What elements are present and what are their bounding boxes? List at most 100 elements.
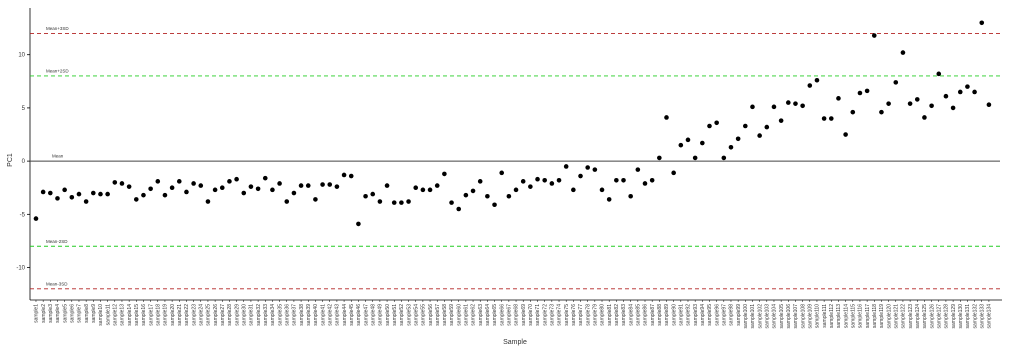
x-tick-label: sample44	[342, 304, 348, 326]
reference-label: Mean+2SD	[46, 68, 69, 73]
point	[592, 167, 598, 172]
x-tick-label: sample104	[772, 304, 778, 329]
x-tick-label: sample66	[499, 304, 505, 326]
point	[664, 115, 669, 120]
x-tick-label: sample74	[557, 304, 563, 326]
x-tick-label: sample59	[449, 304, 455, 326]
point	[391, 200, 397, 205]
point	[721, 155, 727, 161]
point	[520, 179, 526, 184]
point	[836, 96, 841, 101]
point	[757, 133, 762, 138]
x-tick-label: sample109	[807, 304, 813, 329]
x-tick-label: sample78	[585, 304, 591, 326]
point	[635, 167, 641, 172]
x-tick-label: sample126	[929, 304, 935, 329]
x-tick-label: sample39	[306, 304, 312, 326]
x-tick-label: sample67	[507, 304, 513, 326]
point	[972, 89, 977, 95]
point	[356, 221, 361, 227]
point	[671, 170, 676, 176]
point	[657, 155, 662, 161]
point	[33, 216, 39, 221]
x-tick-label: sample45	[349, 304, 355, 326]
reference-label: Mean+3SD	[46, 26, 69, 31]
point	[470, 188, 476, 194]
point	[542, 177, 547, 183]
x-tick-label: sample52	[399, 304, 405, 326]
x-tick-label: sample31	[249, 304, 255, 326]
point	[700, 140, 705, 146]
x-tick-label: sample106	[786, 304, 792, 329]
x-tick-label: sample65	[492, 304, 498, 326]
x-tick-label: sample53	[406, 304, 412, 326]
point	[148, 186, 153, 192]
x-tick-label: sample86	[643, 304, 649, 326]
y-tick-label: -10	[16, 266, 25, 272]
x-tick-label: sample60	[456, 304, 462, 326]
x-tick-label: sample120	[886, 304, 892, 329]
point	[76, 191, 82, 197]
x-tick-label: sample13	[120, 304, 126, 326]
point	[105, 191, 110, 197]
point	[549, 181, 555, 186]
point	[678, 142, 684, 148]
point	[535, 176, 540, 182]
x-tick-label: sample131	[965, 304, 971, 329]
point	[879, 109, 884, 115]
point	[112, 180, 118, 185]
x-tick-label: sample22	[184, 304, 190, 326]
x-tick-label: sample93	[693, 304, 699, 326]
x-tick-label: sample102	[757, 304, 763, 329]
point	[126, 184, 132, 189]
point	[871, 33, 877, 38]
point	[141, 192, 146, 198]
point	[692, 155, 698, 161]
x-tick-label: sample119	[879, 304, 885, 328]
x-tick-label: sample108	[800, 304, 806, 329]
x-tick-label: sample77	[578, 304, 584, 326]
point	[621, 177, 626, 183]
point	[327, 182, 333, 187]
x-tick-label: sample56	[428, 304, 434, 326]
point	[205, 199, 211, 204]
point	[463, 192, 469, 198]
point	[348, 173, 354, 179]
point	[69, 195, 75, 200]
x-tick-label: sample111	[822, 304, 828, 328]
x-tick-label: sample26	[213, 304, 219, 326]
x-tick-label: sample25	[206, 304, 212, 326]
x-tick-label: sample133	[979, 304, 985, 329]
point	[556, 177, 562, 183]
point	[750, 104, 755, 110]
x-tick-label: sample117	[865, 304, 871, 328]
x-tick-label: sample14	[127, 304, 133, 326]
point	[277, 181, 282, 186]
point	[40, 189, 46, 195]
point	[370, 191, 376, 197]
point	[184, 189, 189, 195]
x-tick-label: sample41	[320, 304, 326, 326]
x-tick-label: sample28	[227, 304, 233, 326]
x-tick-label: sample71	[535, 304, 541, 326]
point	[291, 190, 297, 196]
x-tick-label: sample115	[850, 304, 856, 328]
point	[886, 101, 891, 106]
point	[234, 176, 239, 182]
point	[563, 164, 569, 169]
x-tick-label: sample87	[650, 304, 656, 326]
point	[649, 177, 655, 183]
x-tick-label: sample94	[700, 304, 706, 326]
x-tick-label: sample99	[736, 304, 742, 326]
x-tick-label: sample50	[385, 304, 391, 326]
point	[55, 196, 60, 201]
point	[313, 197, 318, 202]
point	[270, 187, 275, 193]
point	[48, 190, 53, 196]
x-tick-label: sample91	[679, 304, 685, 326]
x-tick-label: sample9	[91, 304, 97, 323]
x-tick-label: sample27	[220, 304, 226, 326]
x-tick-label: sample40	[313, 304, 319, 326]
x-tick-label: sample116	[858, 304, 864, 328]
